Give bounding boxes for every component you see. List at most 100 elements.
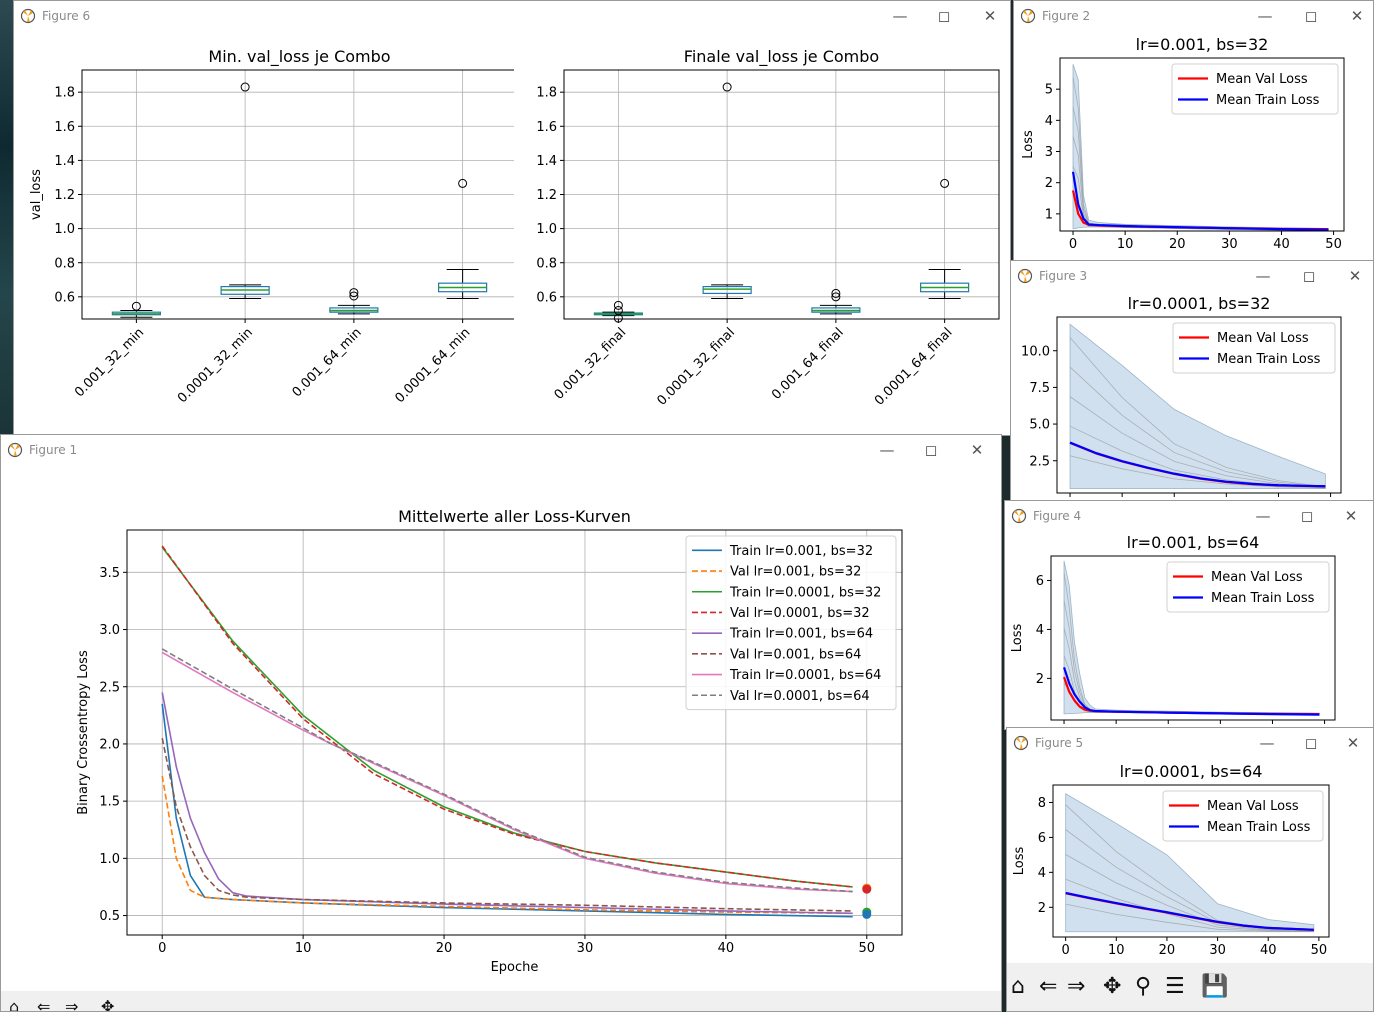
y-tick-label: 1.6 xyxy=(54,120,75,135)
title-bar[interactable]: Figure 2 — ◻ ✕ xyxy=(1014,1,1373,31)
figure-3-window[interactable]: Figure 3 — ◻ ✕ 010203040502.55.07.510.0l… xyxy=(1010,260,1374,504)
forward-icon[interactable]: ⇒ xyxy=(1067,974,1086,999)
legend-label: Mean Train Loss xyxy=(1207,820,1311,835)
back-icon[interactable]: ⇐ xyxy=(1039,974,1058,999)
home-icon[interactable]: ⌂ xyxy=(9,997,20,1012)
x-tick-label: 0.0001_32_min xyxy=(175,325,256,406)
figure-5-window[interactable]: Figure 5 — ◻ ✕ 0 10 20 30 40 50 2 4 6 8 lr=0.0001,… xyxy=(1006,727,1374,1012)
title-bar[interactable]: Figure 6 — ◻ ✕ xyxy=(14,1,1010,31)
axes-frame xyxy=(126,529,903,936)
legend-label: Val lr=0.001, bs=64 xyxy=(730,647,861,662)
x-tick-label: 0.001_64_final xyxy=(769,325,847,403)
y-tick-label: 3.0 xyxy=(99,623,120,638)
minimize-icon[interactable]: — xyxy=(1255,507,1271,525)
figure-1-window[interactable]: Figure 1 — ◻ ✕ 0 10 20 30 40 50 0.5 1.0 1.5 2.0 2.… xyxy=(0,434,1002,1012)
back-icon[interactable]: ⇐ xyxy=(37,997,51,1012)
y-tick-label: 1.4 xyxy=(54,154,75,169)
matplotlib-icon xyxy=(7,442,23,458)
outlier-point xyxy=(349,288,359,298)
legend-box xyxy=(1171,63,1339,115)
figure-2-window[interactable]: Figure 2 — ◻ ✕ 0 10 20 30 40 50 1 2 3 4 5 lr=0.001,… xyxy=(1013,0,1374,262)
pan-icon[interactable]: ✥ xyxy=(101,997,115,1012)
std-band xyxy=(1065,793,1315,933)
minimize-icon[interactable]: — xyxy=(1259,734,1275,752)
outlier-point xyxy=(131,301,141,311)
marker-point xyxy=(862,909,872,919)
fig5-chart: 0 10 20 30 40 50 2 4 6 8 lr=0.0001, bs=64 Loss Mean … xyxy=(1012,762,1330,958)
axes-frame xyxy=(1059,57,1345,232)
x-tick-label: 0.0001_64_min xyxy=(392,325,473,406)
window-title: Figure 1 xyxy=(29,443,78,457)
std-band xyxy=(1069,323,1326,490)
legend-label: Mean Val Loss xyxy=(1217,331,1309,346)
series-line xyxy=(161,545,853,888)
minimize-icon[interactable]: — xyxy=(1257,7,1273,25)
figure-4-window[interactable]: Figure 4 — ◻ ✕ 01020304050246lr=0.001, b… xyxy=(1004,500,1374,730)
legend-label: Mean Val Loss xyxy=(1211,570,1303,585)
close-icon[interactable]: ✕ xyxy=(1348,267,1362,285)
x-tick-label: 0 xyxy=(1062,943,1070,958)
close-icon[interactable]: ✕ xyxy=(1350,7,1364,25)
save-icon[interactable]: 💾 xyxy=(1201,974,1229,999)
configure-icon[interactable]: ☰ xyxy=(1165,974,1185,999)
maximize-icon[interactable]: ◻ xyxy=(1302,267,1316,285)
home-icon[interactable]: ⌂ xyxy=(1011,974,1025,999)
axes-frame xyxy=(1050,555,1336,721)
title-bar[interactable]: Figure 3 — ◻ ✕ xyxy=(1011,261,1373,291)
legend-label: Train lr=0.0001, bs=32 xyxy=(729,585,881,600)
y-tick-label: 2.5 xyxy=(99,680,120,695)
x-tick-label: 20 xyxy=(1159,943,1176,958)
y-tick-label: 2 xyxy=(1038,901,1046,916)
run-line xyxy=(1063,655,1320,715)
x-tick-label: 0 xyxy=(158,941,166,956)
y-tick-label: 1.0 xyxy=(536,222,557,237)
close-icon[interactable]: ✕ xyxy=(1344,507,1358,525)
legend-label: Mean Train Loss xyxy=(1211,591,1315,606)
x-tick-label: 40 xyxy=(1260,943,1277,958)
title-bar[interactable]: Figure 4 — ◻ ✕ xyxy=(1005,501,1373,531)
legend-label: Val lr=0.0001, bs=64 xyxy=(730,689,870,704)
y-tick-label: 3.5 xyxy=(99,566,120,581)
y-tick-label: 1.0 xyxy=(54,222,75,237)
y-tick-label: 5 xyxy=(1045,83,1053,98)
run-line xyxy=(1065,854,1314,932)
x-tick-label: 10 xyxy=(295,941,312,956)
y-tick-label: 1.8 xyxy=(54,86,75,101)
x-tick-label: 50 xyxy=(1325,237,1342,252)
minimize-icon[interactable]: — xyxy=(892,7,908,25)
desktop-background xyxy=(0,0,14,440)
zoom-icon[interactable]: ⚲ xyxy=(1135,974,1152,999)
maximize-icon[interactable]: ◻ xyxy=(1304,734,1318,752)
close-icon[interactable]: ✕ xyxy=(1346,734,1360,752)
series-line xyxy=(1071,171,1329,231)
y-tick-label: 1.5 xyxy=(99,795,120,810)
minimize-icon[interactable]: — xyxy=(879,441,895,459)
run-line xyxy=(1069,455,1326,489)
chart-title: Mittelwerte aller Loss-Kurven xyxy=(398,507,631,526)
outlier-point xyxy=(613,305,623,315)
run-line xyxy=(1069,337,1326,488)
minimize-icon[interactable]: — xyxy=(1255,267,1271,285)
title-bar[interactable]: Figure 1 — ◻ ✕ xyxy=(1,435,1001,465)
y-tick-label: 1.0 xyxy=(99,852,120,867)
close-icon[interactable]: ✕ xyxy=(983,7,997,25)
run-line xyxy=(1063,600,1320,715)
pan-icon[interactable]: ✥ xyxy=(1103,974,1122,999)
y-tick-label: 6 xyxy=(1036,574,1044,589)
y-tick-label: 8 xyxy=(1038,796,1046,811)
legend-box xyxy=(1172,322,1336,374)
maximize-icon[interactable]: ◻ xyxy=(924,441,938,459)
chart-title: lr=0.0001, bs=32 xyxy=(1128,294,1271,313)
maximize-icon[interactable]: ◻ xyxy=(1300,507,1314,525)
title-bar[interactable]: Figure 5 — ◻ ✕ xyxy=(1007,728,1373,758)
close-icon[interactable]: ✕ xyxy=(970,441,984,459)
figure-6-window[interactable]: Figure 6 — ◻ ✕ 0.6 0.8 1.0 1.2 1.4 1.6 1.8 0.00… xyxy=(13,0,1011,436)
maximize-icon[interactable]: ◻ xyxy=(1304,7,1318,25)
y-tick-label: 4 xyxy=(1045,114,1053,129)
run-line xyxy=(1065,903,1314,932)
forward-icon[interactable]: ⇒ xyxy=(65,997,79,1012)
maximize-icon[interactable]: ◻ xyxy=(937,7,951,25)
y-tick-label: 6 xyxy=(1038,831,1046,846)
window-title: Figure 3 xyxy=(1039,269,1088,283)
